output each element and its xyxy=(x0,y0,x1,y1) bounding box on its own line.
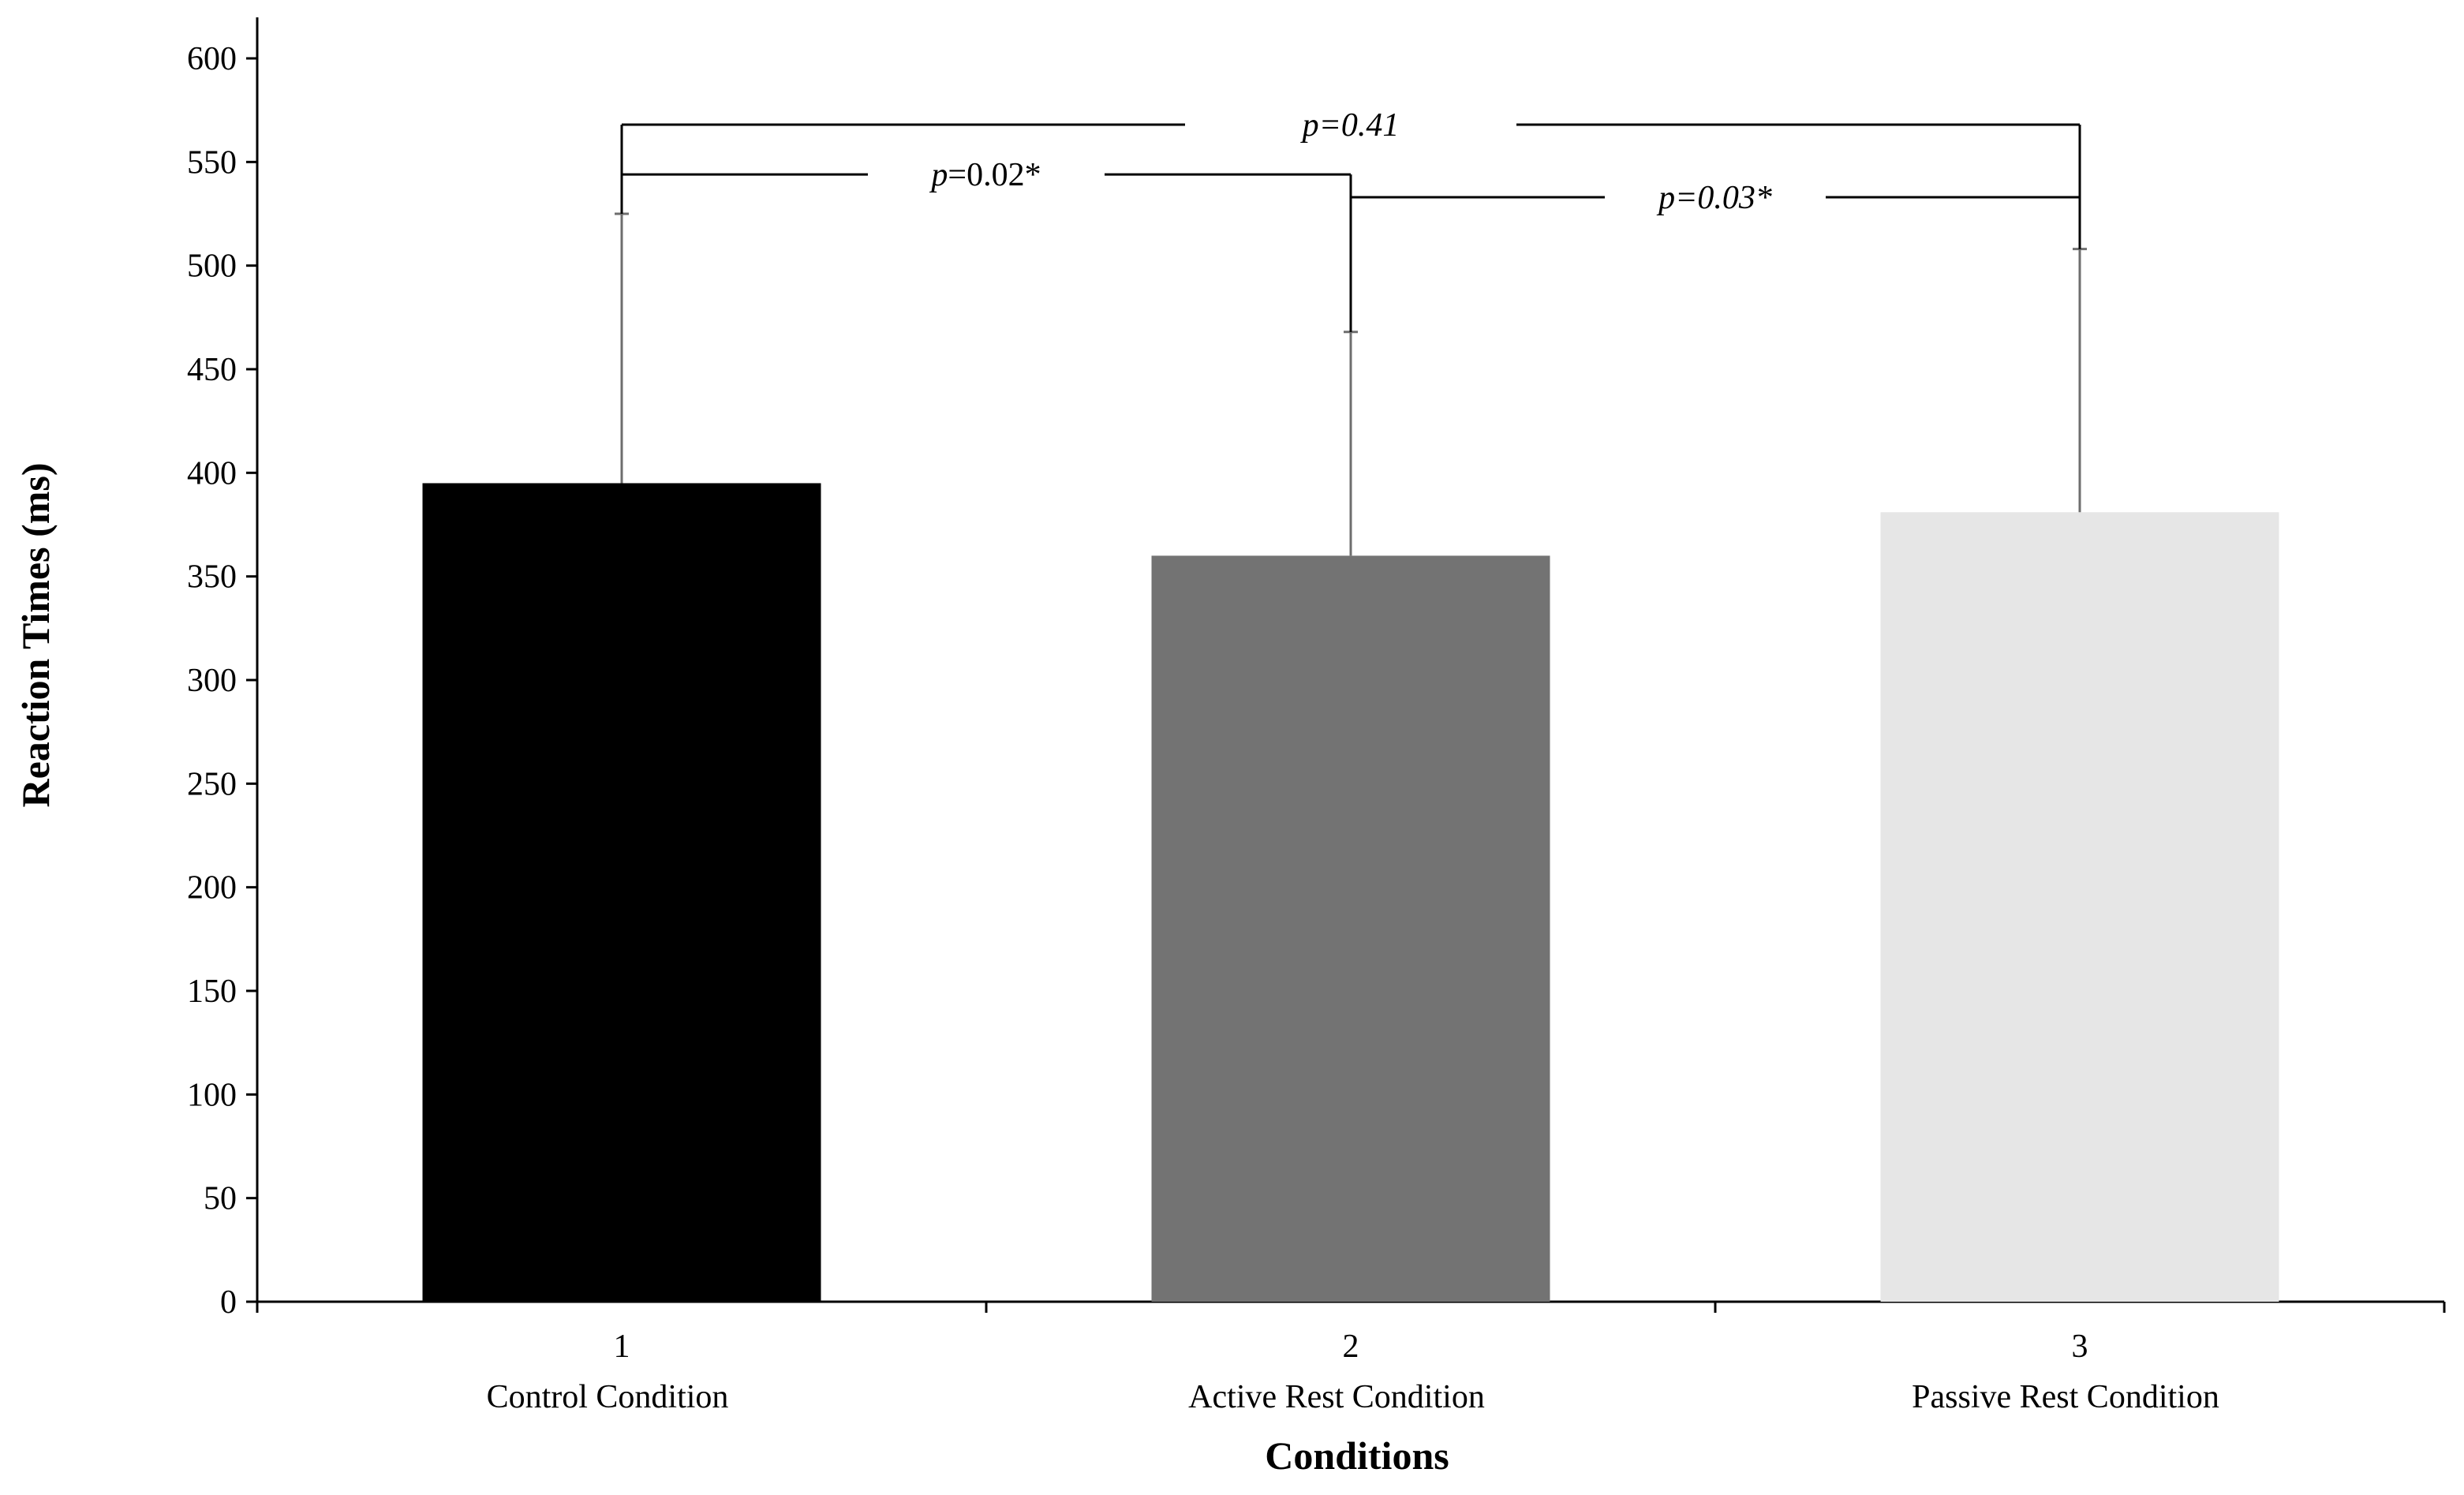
y-tick-label: 400 xyxy=(187,455,237,491)
x-tick-number: 3 xyxy=(2072,1329,2088,1365)
y-tick-label: 600 xyxy=(187,41,237,77)
x-axis-title: Conditions xyxy=(1265,1433,1449,1478)
y-tick-label: 450 xyxy=(187,352,237,388)
bars xyxy=(422,483,2279,1302)
p-value-label: p=0.41 xyxy=(1300,107,1400,144)
x-category-label: Control Condition xyxy=(487,1379,729,1415)
y-axis: 0 50 100 150 200 250 300 350 400 450 500 550 600 xyxy=(187,17,259,1321)
y-tick-label: 350 xyxy=(187,559,237,596)
p-value-label: p=0.02* xyxy=(929,157,1041,193)
y-tick-label: 550 xyxy=(187,144,237,181)
bar-1 xyxy=(422,483,821,1302)
bar-2 xyxy=(1151,555,1550,1302)
x-tick-number: 1 xyxy=(614,1329,630,1365)
y-tick-label: 200 xyxy=(187,870,237,906)
comparison-bracket-3: p=0.03* xyxy=(1349,180,2081,332)
y-tick-label: 0 xyxy=(220,1284,237,1321)
y-tick-label: 100 xyxy=(187,1077,237,1113)
y-axis-title: Reaction Times (ms) xyxy=(13,463,58,808)
y-tick-label: 150 xyxy=(187,974,237,1010)
x-category-label: Active Rest Condition xyxy=(1188,1379,1485,1415)
significance-brackets: p=0.41 p=0.02* p=0.03* xyxy=(620,107,2081,332)
y-tick-label: 300 xyxy=(187,663,237,699)
p-value-label: p=0.03* xyxy=(1656,180,1772,216)
x-category-label: Passive Rest Condition xyxy=(1912,1379,2219,1415)
y-tick-label: 50 xyxy=(204,1181,237,1217)
x-tick-number: 2 xyxy=(1343,1329,1359,1365)
y-tick-label: 500 xyxy=(187,249,237,285)
x-axis: 1 Control Condition 2 Active Rest Condition… xyxy=(256,1300,2446,1415)
y-tick-label: 250 xyxy=(187,766,237,802)
comparison-bracket-2: p=0.02* xyxy=(620,157,1352,332)
bar-3 xyxy=(1880,512,2279,1302)
